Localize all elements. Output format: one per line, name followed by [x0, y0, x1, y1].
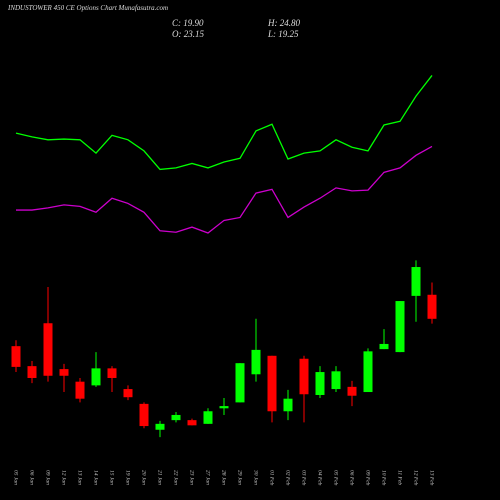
x-tick-label: 05 Jan — [13, 470, 19, 485]
candle-body — [107, 368, 117, 378]
x-tick-label: 14 Jan — [93, 470, 100, 485]
candle-body — [123, 389, 133, 398]
x-tick-label: 29 Jan — [237, 470, 243, 485]
low-label: L: 19.25 — [267, 29, 299, 39]
x-tick-label: 23 Jan — [189, 470, 195, 485]
candle-body — [251, 349, 261, 375]
x-tick-label: 30 Jan — [253, 469, 259, 485]
x-tick-label: 13 Feb — [429, 470, 435, 486]
x-tick-label: 09 Feb — [365, 470, 371, 486]
open-label: O: 23.15 — [172, 29, 204, 39]
candle-body — [267, 355, 277, 412]
x-tick-label: 19 Jan — [125, 470, 131, 485]
candle-body — [27, 366, 37, 378]
candle-body — [171, 414, 181, 421]
candle-body — [299, 358, 309, 395]
candle-body — [395, 301, 405, 353]
close-label: C: 19.90 — [172, 18, 204, 28]
indicator-line — [15, 75, 433, 171]
candle-body — [235, 363, 245, 403]
x-tick-label: 01 Feb — [269, 470, 275, 486]
chart-title: INDUSTOWER 450 CE Options Chart Munafasu… — [7, 4, 168, 12]
x-tick-label: 20 Jan — [141, 470, 147, 485]
candle-body — [11, 346, 21, 367]
x-tick-label: 05 Feb — [333, 470, 339, 486]
x-tick-label: 22 Jan — [173, 470, 179, 485]
candle-body — [155, 423, 165, 430]
x-tick-label: 21 Jan — [157, 470, 163, 485]
x-tick-label: 15 Jan — [109, 470, 115, 485]
candle-body — [187, 420, 197, 426]
candle-body — [331, 371, 341, 390]
x-tick-label: 12 Feb — [413, 470, 419, 486]
candle-body — [75, 381, 85, 399]
candle-body — [347, 386, 357, 396]
x-tick-label: 09 Jan — [45, 470, 51, 485]
candle-body — [411, 267, 421, 296]
x-tick-label: 13 Jan — [77, 470, 83, 485]
high-label: H: 24.80 — [267, 18, 300, 28]
x-tick-label: 11 Feb — [397, 470, 403, 485]
candle-body — [283, 398, 293, 412]
x-tick-label: 03 Feb — [301, 470, 307, 486]
candle-body — [139, 403, 149, 427]
x-tick-label: 02 Feb — [285, 470, 291, 486]
x-tick-label: 10 Feb — [381, 470, 387, 486]
x-tick-label: 04 Feb — [317, 470, 324, 486]
candle-body — [43, 323, 53, 376]
indicator-line — [16, 145, 433, 234]
candle-body — [363, 351, 373, 393]
x-tick-label: 27 Jan — [205, 470, 211, 485]
x-tick-label: 06 Feb — [349, 470, 355, 486]
x-tick-label: 28 Jan — [221, 470, 227, 485]
candle-body — [203, 411, 213, 424]
candle-body — [427, 294, 437, 319]
candle-body — [59, 369, 69, 376]
x-tick-label: 12 Jan — [61, 470, 67, 485]
candle-body — [91, 368, 101, 386]
candle-body — [315, 372, 325, 395]
candle-body — [379, 343, 389, 350]
x-tick-label: 06 Jan — [29, 470, 35, 485]
candle-body — [219, 406, 229, 409]
